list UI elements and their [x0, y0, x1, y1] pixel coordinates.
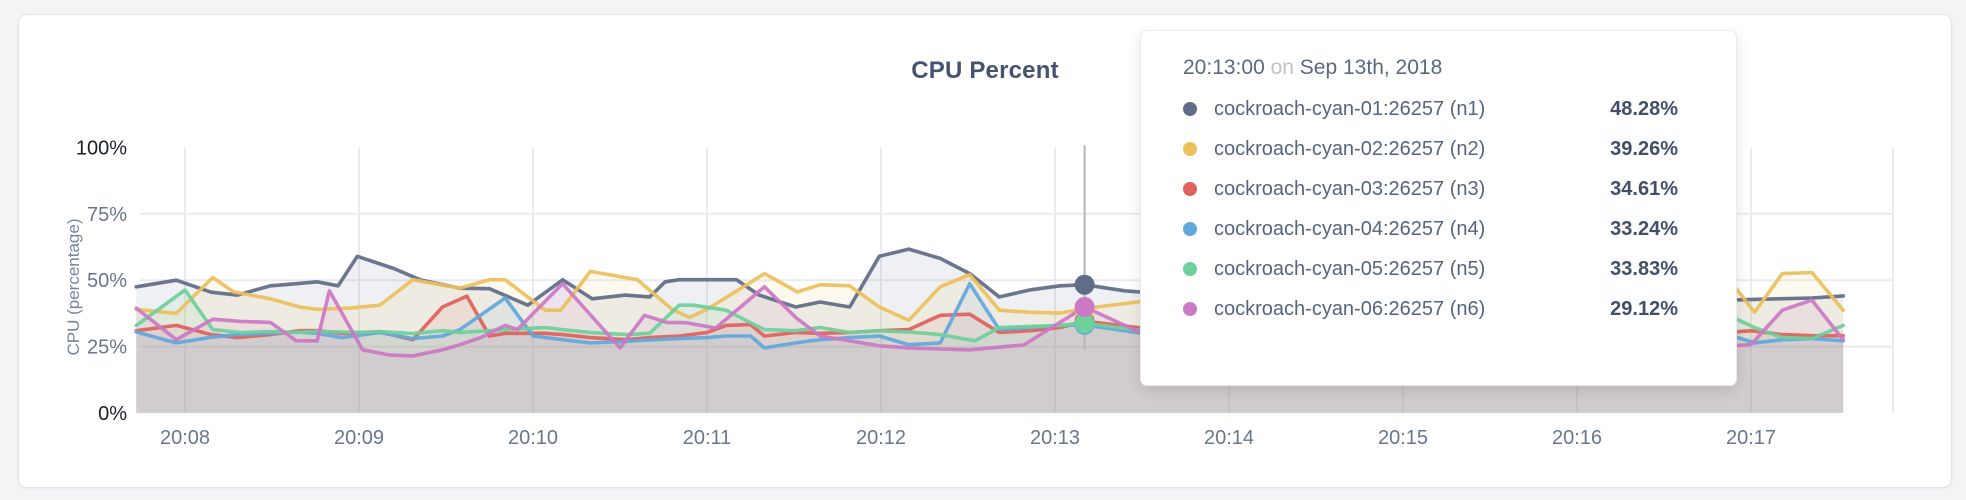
- x-tick-label: 20:14: [1204, 427, 1254, 449]
- tooltip-row-n6: cockroach-cyan-06:26257 (n6) 29.12%: [1183, 289, 1678, 329]
- tooltip-row-n4: cockroach-cyan-04:26257 (n4) 33.24%: [1183, 209, 1678, 249]
- x-tick-label: 20:11: [683, 427, 732, 449]
- series-name: cockroach-cyan-06:26257 (n6): [1214, 297, 1486, 320]
- hover-dot-n5: [1074, 313, 1095, 334]
- y-tick-label: 0%: [98, 403, 127, 425]
- hover-tooltip: 20:13:00 on Sep 13th, 2018 cockroach-cya…: [1140, 30, 1737, 386]
- series-name: cockroach-cyan-02:26257 (n2): [1214, 137, 1486, 160]
- series-dot-icon: [1183, 262, 1197, 276]
- series-name: cockroach-cyan-04:26257 (n4): [1214, 217, 1486, 240]
- series-dot-icon: [1183, 142, 1197, 156]
- series-dot-icon: [1183, 222, 1197, 236]
- x-tick-label: 20:17: [1726, 427, 1776, 449]
- series-dot-icon: [1183, 182, 1197, 196]
- x-tick-label: 20:16: [1552, 427, 1602, 449]
- series-value: 29.12%: [1610, 297, 1678, 320]
- chart-title: CPU Percent: [911, 57, 1059, 84]
- tooltip-preposition: on: [1270, 56, 1294, 79]
- hover-dot-n1: [1074, 274, 1095, 295]
- x-tick-label: 20:15: [1378, 427, 1428, 449]
- series-name: cockroach-cyan-05:26257 (n5): [1214, 257, 1486, 280]
- tooltip-row-n2: cockroach-cyan-02:26257 (n2) 39.26%: [1183, 129, 1678, 169]
- tooltip-header: 20:13:00 on Sep 13th, 2018: [1183, 53, 1678, 83]
- series-value: 34.61%: [1610, 177, 1678, 200]
- series-name: cockroach-cyan-03:26257 (n3): [1214, 177, 1486, 200]
- x-tick-label: 20:10: [508, 427, 558, 449]
- y-tick-label: 25%: [87, 337, 127, 359]
- series-dot-icon: [1183, 102, 1197, 116]
- series-value: 39.26%: [1610, 137, 1678, 160]
- series-value: 33.24%: [1610, 217, 1678, 240]
- tooltip-time: 20:13:00: [1183, 56, 1265, 79]
- y-tick-label: 100%: [76, 137, 127, 159]
- x-tick-label: 20:09: [334, 427, 384, 449]
- tooltip-row-n3: cockroach-cyan-03:26257 (n3) 34.61%: [1183, 169, 1678, 209]
- series-value: 48.28%: [1610, 97, 1678, 120]
- tooltip-row-n1: cockroach-cyan-01:26257 (n1) 48.28%: [1183, 89, 1678, 129]
- series-value: 33.83%: [1610, 257, 1678, 280]
- series-dot-icon: [1183, 302, 1197, 316]
- hover-dot-n6: [1074, 297, 1095, 318]
- series-name: cockroach-cyan-01:26257 (n1): [1214, 97, 1486, 120]
- x-tick-label: 20:12: [856, 427, 906, 449]
- x-tick-label: 20:13: [1030, 427, 1080, 449]
- tooltip-row-n5: cockroach-cyan-05:26257 (n5) 33.83%: [1183, 249, 1678, 289]
- y-tick-label: 75%: [87, 204, 127, 226]
- tooltip-date: Sep 13th, 2018: [1299, 56, 1443, 79]
- x-tick-label: 20:08: [160, 427, 210, 449]
- y-tick-label: 50%: [87, 270, 127, 292]
